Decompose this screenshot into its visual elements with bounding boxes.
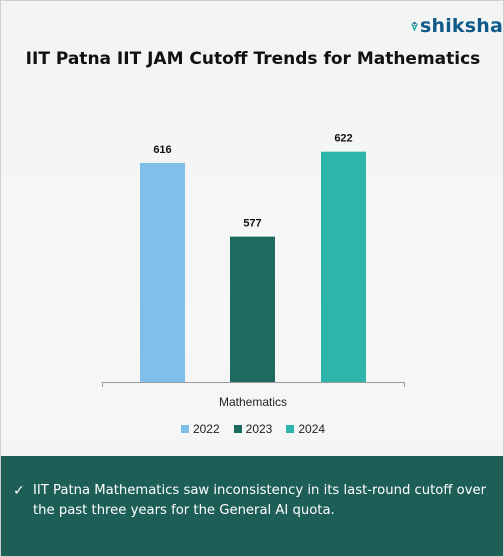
insight-note: ✓ IIT Patna Mathematics saw inconsistenc…: [1, 456, 503, 556]
bar-2023: [230, 236, 275, 382]
legend-swatch-2024: [286, 425, 295, 433]
shiksha-logo: shiksha: [411, 9, 503, 43]
legend-item-2022: 2022: [180, 422, 220, 436]
data-label-2022: 616: [153, 144, 171, 156]
data-label-2024: 622: [334, 133, 352, 145]
legend-swatch-2023: [233, 425, 242, 433]
bar-chart: 616 577 622 Mathematics: [102, 133, 405, 409]
data-label-2023: 577: [243, 218, 261, 230]
brand-name: shiksha: [419, 15, 503, 37]
legend-label-2023: 2023: [245, 422, 273, 436]
chart-legend: 2022 2023 2024: [1, 422, 503, 436]
bar-2024: [321, 151, 366, 382]
insight-text: IIT Patna Mathematics saw inconsistency …: [33, 483, 487, 518]
legend-label-2024: 2024: [298, 422, 326, 436]
legend-item-2024: 2024: [286, 422, 325, 436]
legend-item-2023: 2023: [233, 422, 273, 436]
bar-2022: [140, 162, 185, 382]
x-category-label: Mathematics: [219, 395, 287, 409]
legend-swatch-2022: [180, 425, 189, 433]
check-icon: ✓: [13, 483, 25, 499]
chart-title: IIT Patna IIT JAM Cutoff Trends for Math…: [25, 49, 481, 69]
shiksha-logo-icon: [411, 21, 418, 31]
legend-label-2022: 2022: [192, 422, 220, 436]
